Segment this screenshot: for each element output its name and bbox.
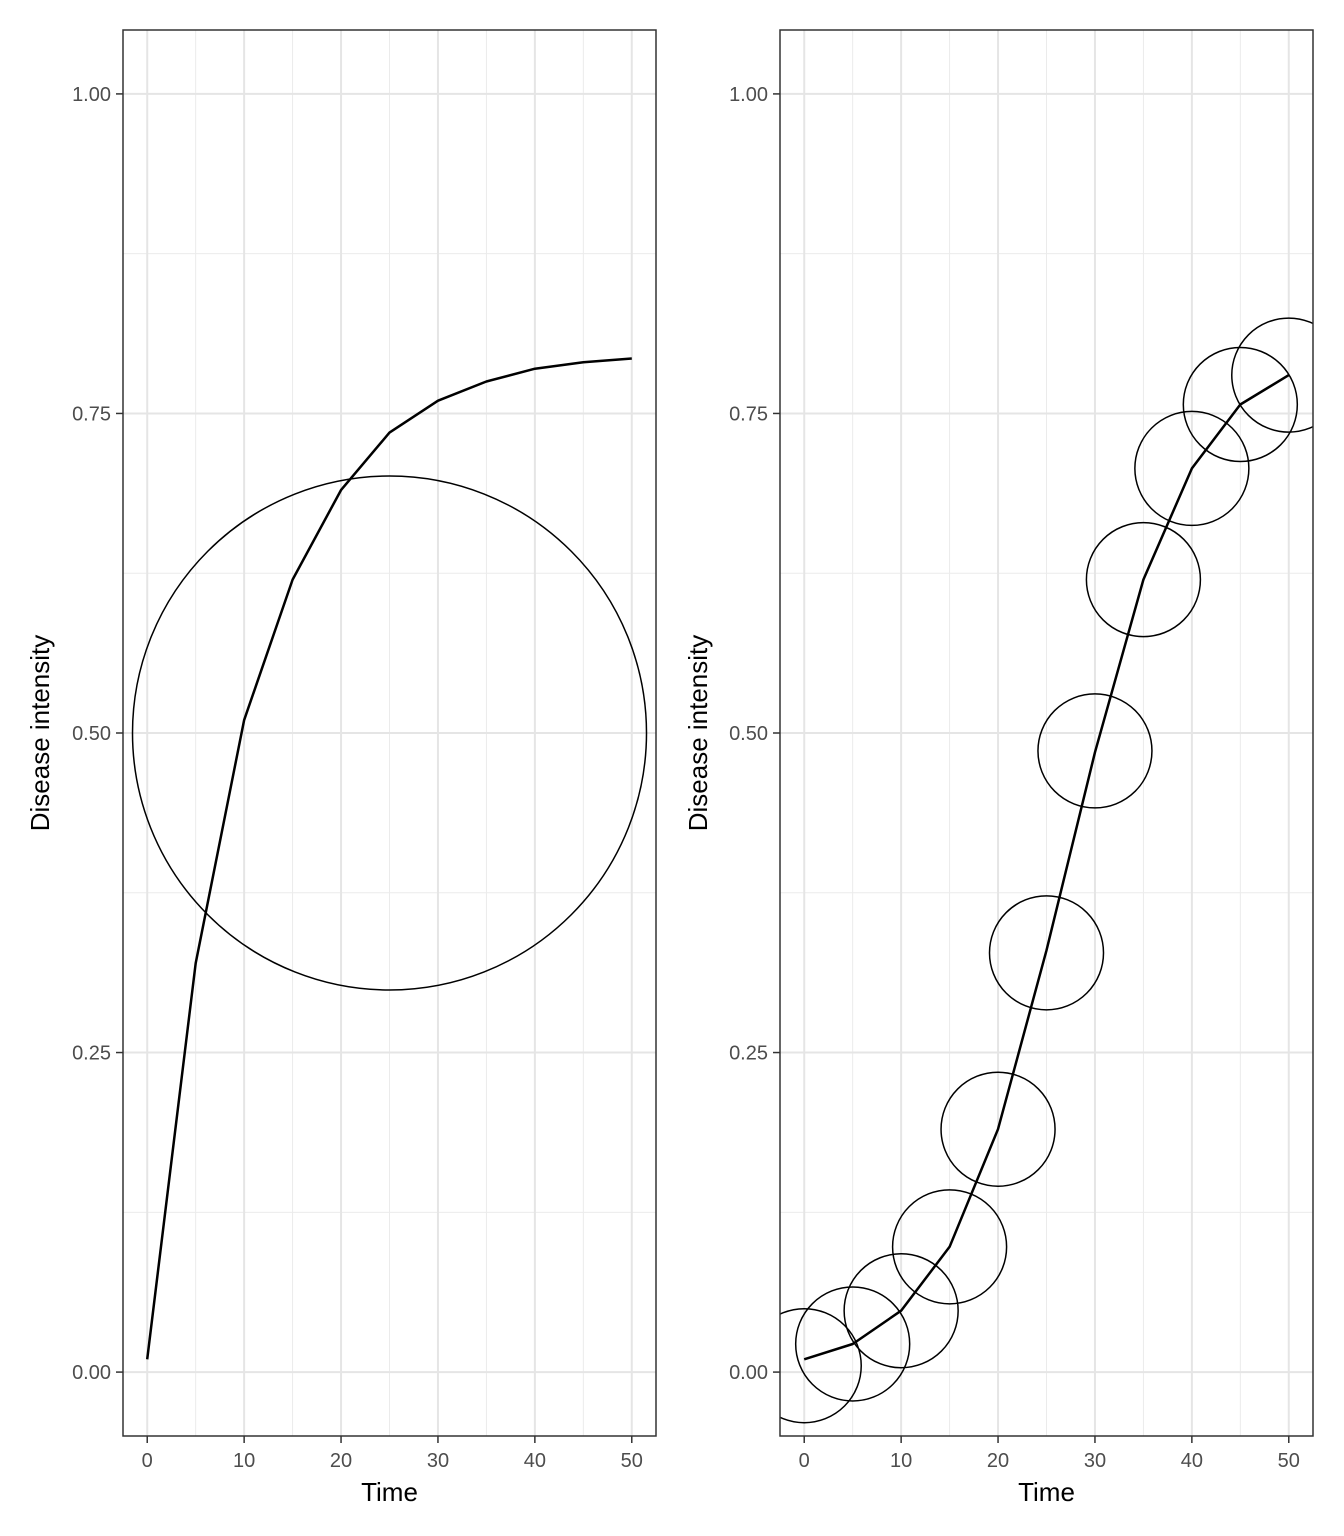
y-tick-label: 1.00 (72, 84, 111, 106)
x-tick-label: 10 (233, 1450, 255, 1472)
data-point-0 (131, 475, 648, 991)
y-tick-label: 0.25 (72, 1043, 111, 1065)
data-point-4 (940, 1071, 1056, 1187)
y-axis-title: Disease intensity (25, 635, 55, 832)
y-tick-label: 0.25 (729, 1043, 768, 1065)
data-point-8 (1134, 410, 1250, 527)
data-point-7 (1085, 521, 1202, 638)
data-point-3 (891, 1189, 1008, 1305)
right-panel: 0 10 20 30 40 50 0.00 0.25 0.50 0.75 1.00 Time Disea… (683, 29, 1314, 1507)
y-tick-label: 0.50 (72, 723, 111, 745)
data-point-2 (843, 1252, 959, 1369)
x-tick-label: 0 (799, 1450, 810, 1472)
x-tick-label: 0 (142, 1450, 153, 1472)
x-tick-label: 30 (1084, 1450, 1106, 1472)
data-layer (780, 317, 1313, 1424)
x-tick-label: 30 (427, 1450, 449, 1472)
x-tick-label: 20 (987, 1450, 1009, 1472)
x-tick-label: 10 (890, 1450, 912, 1472)
data-point-0 (780, 1307, 862, 1424)
x-tick-label: 50 (1278, 1450, 1300, 1472)
left-panel: 0 10 20 30 40 50 0.00 0.25 0.50 0.75 1.00 Time Disea… (25, 29, 657, 1507)
y-tick-label: 1.00 (729, 84, 768, 106)
x-axis-title: Time (1018, 1477, 1075, 1507)
y-tick-label: 0.75 (72, 403, 111, 425)
series-line-0 (145, 357, 632, 1360)
y-tick-label: 0.75 (729, 403, 768, 425)
y-tick-label: 0.00 (729, 1362, 768, 1384)
y-tick-label: 0.50 (729, 723, 768, 745)
y-axis-title: Disease intensity (683, 635, 713, 832)
x-tick-label: 20 (330, 1450, 352, 1472)
series-line-0 (803, 374, 1290, 1361)
y-tick-label: 0.00 (72, 1362, 111, 1384)
x-tick-label: 50 (621, 1450, 643, 1472)
data-point-5 (988, 895, 1105, 1011)
data-point-9 (1182, 346, 1299, 463)
x-tick-label: 40 (1181, 1450, 1203, 1472)
data-point-1 (794, 1286, 911, 1402)
x-axis-title: Time (361, 1477, 418, 1507)
data-layer (131, 357, 648, 1360)
x-tick-label: 40 (524, 1450, 546, 1472)
data-point-6 (1037, 693, 1153, 809)
data-point-10 (1231, 317, 1313, 433)
